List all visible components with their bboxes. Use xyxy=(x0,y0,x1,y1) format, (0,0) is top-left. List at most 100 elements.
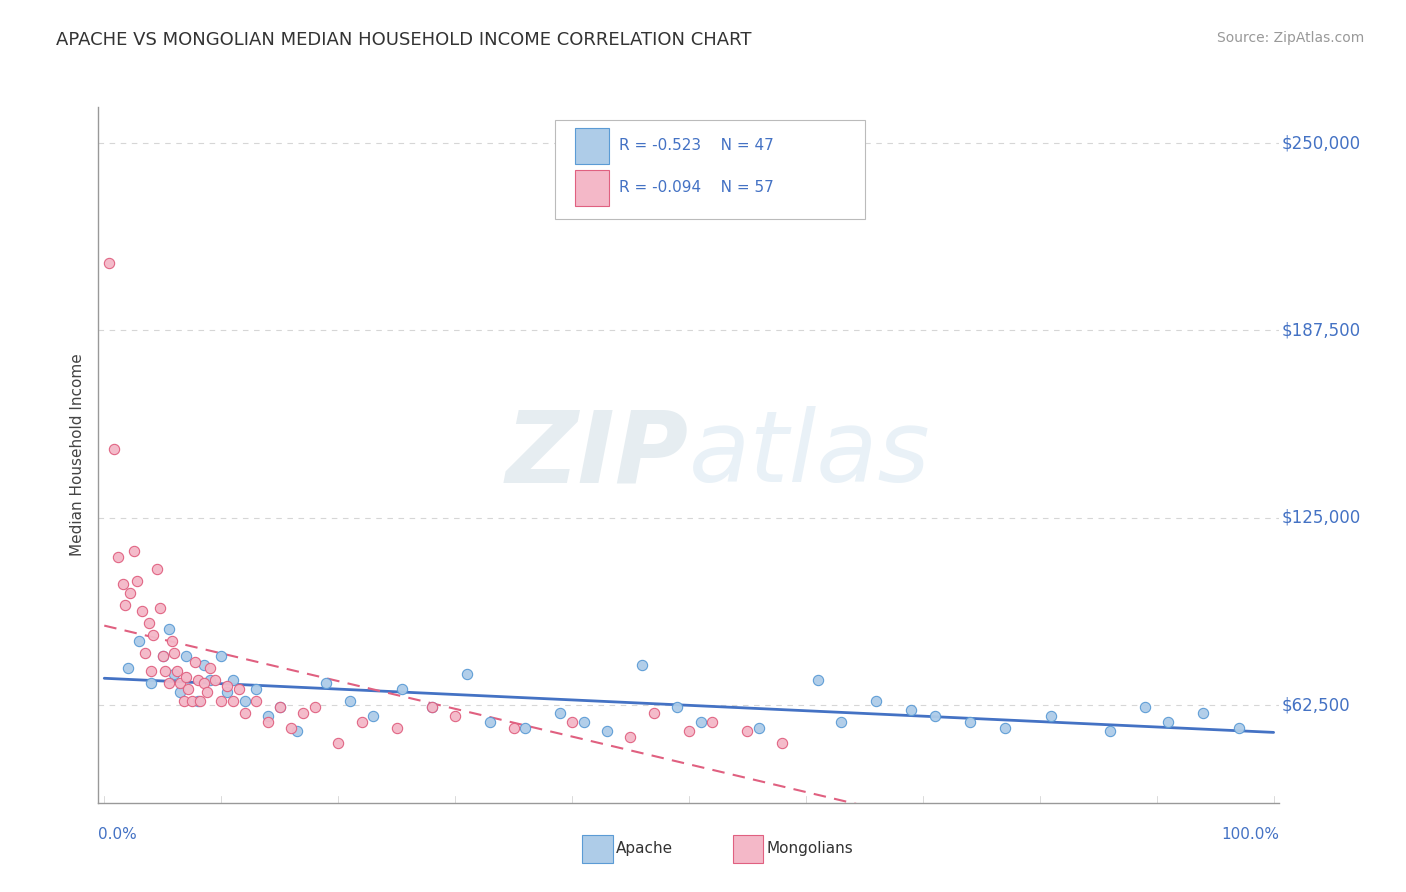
Point xyxy=(1040,708,1063,723)
Point xyxy=(737,723,759,738)
Point xyxy=(326,736,349,750)
Point xyxy=(245,694,267,708)
Point xyxy=(361,708,384,723)
Point xyxy=(187,673,209,687)
Point xyxy=(315,676,337,690)
Point xyxy=(502,721,524,735)
Point xyxy=(806,673,828,687)
Point xyxy=(107,549,129,564)
Text: APACHE VS MONGOLIAN MEDIAN HOUSEHOLD INCOME CORRELATION CHART: APACHE VS MONGOLIAN MEDIAN HOUSEHOLD INC… xyxy=(56,31,752,49)
Point xyxy=(561,714,583,729)
Point xyxy=(122,544,145,558)
Point xyxy=(139,676,162,690)
Point xyxy=(163,666,186,681)
Point xyxy=(131,604,153,618)
Point xyxy=(959,714,981,729)
Point xyxy=(125,574,148,588)
Point xyxy=(1227,721,1250,735)
Text: $125,000: $125,000 xyxy=(1282,509,1361,527)
Point xyxy=(900,703,922,717)
Point xyxy=(184,655,207,669)
Point xyxy=(160,633,183,648)
Point xyxy=(666,699,689,714)
Point xyxy=(233,706,256,720)
Point xyxy=(385,721,408,735)
Text: $187,500: $187,500 xyxy=(1282,321,1361,340)
Point xyxy=(619,730,641,744)
Point xyxy=(118,586,141,600)
Text: $250,000: $250,000 xyxy=(1282,134,1361,152)
Point xyxy=(772,736,794,750)
Point xyxy=(177,681,200,696)
Point xyxy=(830,714,852,729)
Point xyxy=(924,708,946,723)
Point xyxy=(285,723,308,738)
Point xyxy=(257,708,280,723)
Point xyxy=(420,699,443,714)
Point xyxy=(550,706,572,720)
Point xyxy=(166,664,188,678)
Point xyxy=(149,600,172,615)
Point xyxy=(1098,723,1121,738)
Point xyxy=(994,721,1017,735)
Point xyxy=(269,699,291,714)
Text: Mongolians: Mongolians xyxy=(766,841,853,855)
Text: Apache: Apache xyxy=(616,841,673,855)
Point xyxy=(280,721,302,735)
Point xyxy=(631,657,654,672)
Point xyxy=(152,648,174,663)
Point xyxy=(153,664,176,678)
Point xyxy=(304,699,326,714)
Point xyxy=(117,661,139,675)
Point xyxy=(157,676,180,690)
Point xyxy=(350,714,373,729)
Point xyxy=(515,721,537,735)
Point xyxy=(152,648,174,663)
Point xyxy=(174,670,197,684)
Text: R = -0.094    N = 57: R = -0.094 N = 57 xyxy=(619,180,773,194)
Point xyxy=(420,699,443,714)
Point xyxy=(209,648,232,663)
Point xyxy=(572,714,595,729)
Y-axis label: Median Household Income: Median Household Income xyxy=(70,353,86,557)
Point xyxy=(193,676,215,690)
Point xyxy=(169,676,191,690)
Point xyxy=(245,681,267,696)
Text: 0.0%: 0.0% xyxy=(98,827,138,842)
Point xyxy=(456,666,478,681)
Point xyxy=(865,694,887,708)
Text: Source: ZipAtlas.com: Source: ZipAtlas.com xyxy=(1216,31,1364,45)
Point xyxy=(187,694,209,708)
Point xyxy=(678,723,700,738)
Point xyxy=(195,685,218,699)
Point xyxy=(215,679,238,693)
Point xyxy=(173,694,195,708)
Text: R = -0.523    N = 47: R = -0.523 N = 47 xyxy=(619,138,773,153)
Point xyxy=(233,694,256,708)
Point xyxy=(114,598,136,612)
Point xyxy=(748,721,770,735)
Point xyxy=(198,673,221,687)
Text: $62,500: $62,500 xyxy=(1282,697,1350,714)
Point xyxy=(128,633,150,648)
Point xyxy=(103,442,125,456)
Point xyxy=(689,714,711,729)
Point xyxy=(1133,699,1156,714)
Point xyxy=(193,657,215,672)
Point xyxy=(146,562,169,576)
Point xyxy=(444,708,467,723)
Point xyxy=(643,706,665,720)
Point xyxy=(1192,706,1215,720)
Point xyxy=(596,723,619,738)
Text: 100.0%: 100.0% xyxy=(1222,827,1279,842)
Text: ZIP: ZIP xyxy=(506,407,689,503)
Point xyxy=(163,646,186,660)
Point xyxy=(222,673,245,687)
Point xyxy=(111,577,134,591)
Point xyxy=(269,699,291,714)
Point xyxy=(339,694,361,708)
Point xyxy=(138,615,160,630)
Point xyxy=(142,628,165,642)
Point xyxy=(479,714,502,729)
Point xyxy=(198,661,221,675)
